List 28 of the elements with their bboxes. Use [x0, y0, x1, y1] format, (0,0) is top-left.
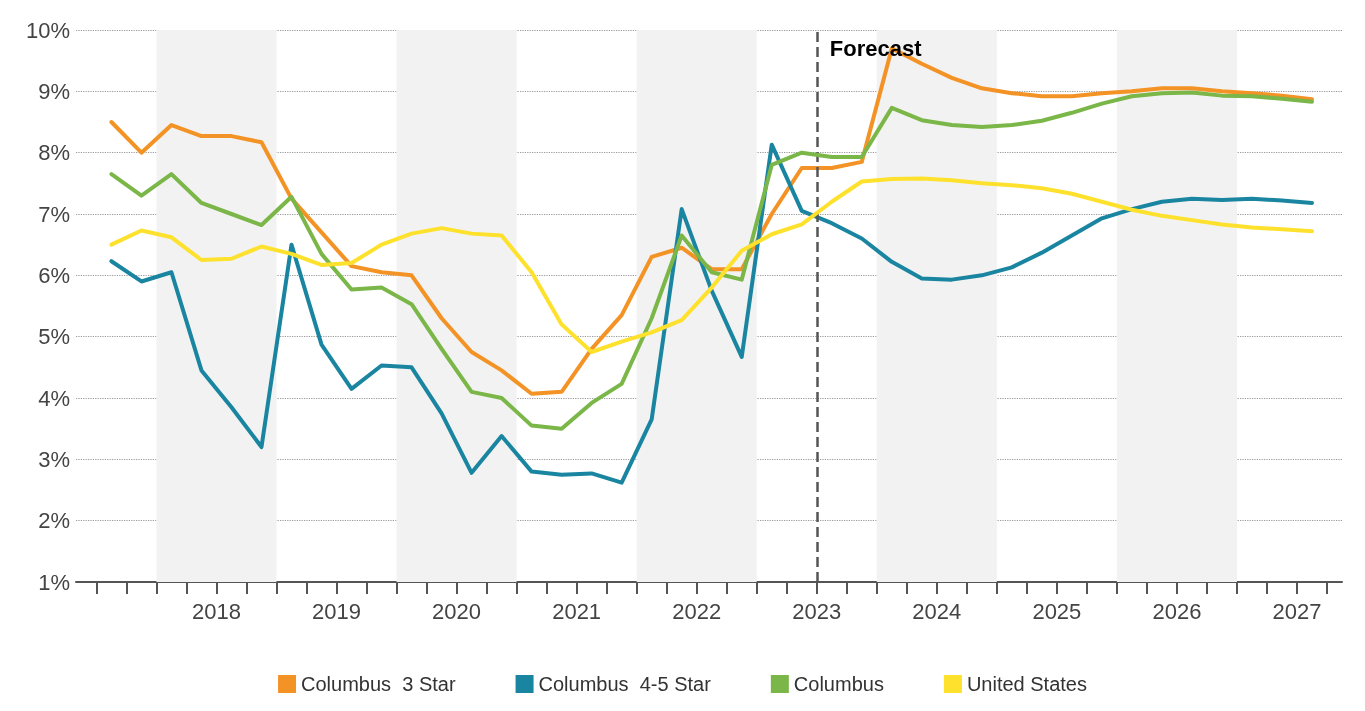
x-tick-label: 2020	[432, 598, 482, 624]
line-series	[109, 176, 1314, 354]
legend-label: Columbus 4-5 Star	[538, 673, 712, 695]
x-tick-label: 2022	[672, 598, 722, 624]
x-tick-label: 2018	[191, 598, 241, 624]
x-tick-label: 2024	[912, 598, 962, 624]
legend-label: Columbus 3 Star	[301, 673, 456, 695]
line-series	[109, 90, 1314, 431]
y-tick-label: 5%	[38, 324, 70, 350]
y-tick-label: 3%	[38, 446, 70, 472]
x-tick-label: 2019	[312, 598, 361, 624]
y-tick-label: 2%	[38, 508, 70, 534]
y-tick-label: 7%	[38, 201, 70, 227]
y-tick-label: 6%	[38, 262, 70, 288]
y-tick-label: 9%	[38, 78, 70, 104]
legend-label: United States	[966, 673, 1087, 695]
x-tick-label: 2023	[792, 598, 842, 624]
x-tick-label: 2027	[1272, 598, 1322, 624]
y-tick-label: 4%	[38, 385, 70, 411]
ref-line-label: Forecast	[829, 35, 923, 61]
line-series	[109, 142, 1314, 485]
y-tick-label: 1%	[38, 569, 70, 595]
legend-label: Columbus	[793, 673, 884, 695]
x-tick-label: 2026	[1152, 598, 1202, 624]
x-tick-label: 2025	[1032, 598, 1082, 624]
x-tick-label: 2021	[552, 598, 602, 624]
y-tick-label: 10%	[25, 17, 70, 43]
y-tick-label: 8%	[38, 140, 70, 166]
